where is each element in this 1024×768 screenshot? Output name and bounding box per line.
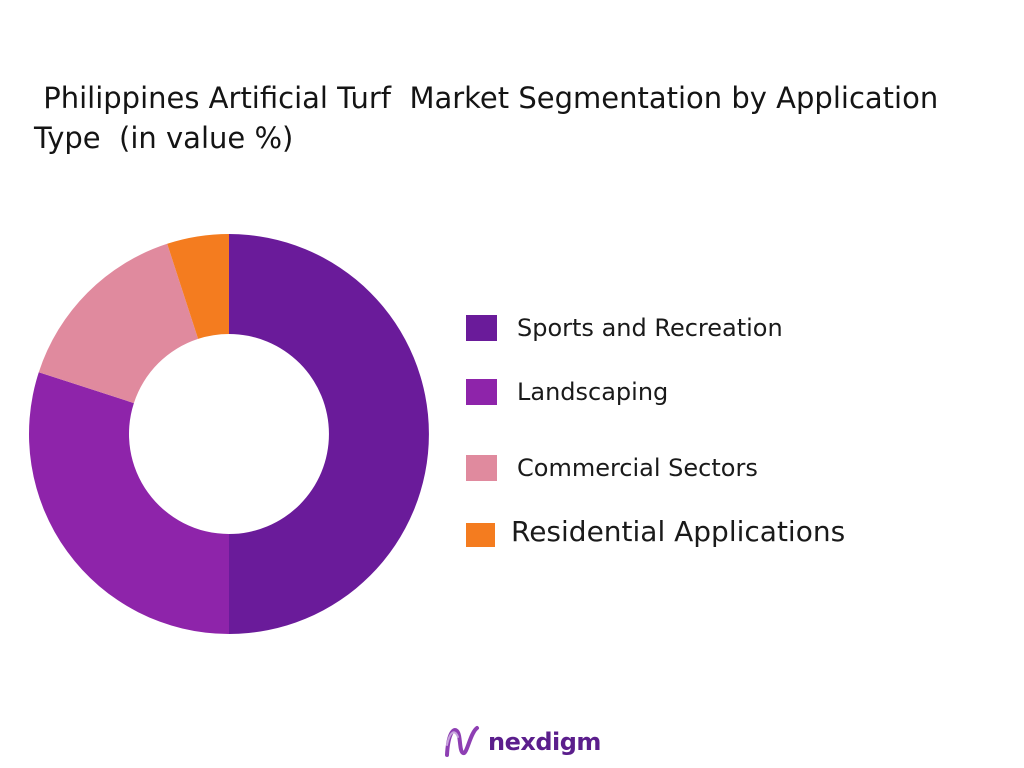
legend-item: Commercial Sectors (466, 453, 758, 483)
chart-title: Philippines Artificial Turf Market Segme… (34, 81, 948, 155)
donut-slice-sports-and-recreation (229, 234, 429, 634)
donut-slice-landscaping (29, 372, 230, 634)
legend-label: Commercial Sectors (517, 454, 758, 482)
legend-swatch (466, 523, 495, 547)
legend-item: Sports and Recreation (466, 313, 783, 343)
legend-label: Sports and Recreation (517, 314, 783, 342)
legend-swatch (466, 379, 497, 405)
legend-item: Landscaping (466, 377, 668, 407)
donut-slice-commercial-sectors (38, 243, 199, 404)
legend-item: Residential Applications (466, 514, 846, 548)
nexdigm-logo-icon (445, 726, 479, 757)
brand-footer: nexdigm (444, 722, 601, 762)
donut-slice-residential-applications (167, 234, 229, 339)
legend-swatch (466, 315, 497, 341)
legend-swatch (466, 455, 497, 481)
legend-label: Landscaping (517, 378, 669, 406)
legend-label: Residential Applications (511, 514, 846, 548)
brand-name: nexdigm (488, 728, 601, 756)
